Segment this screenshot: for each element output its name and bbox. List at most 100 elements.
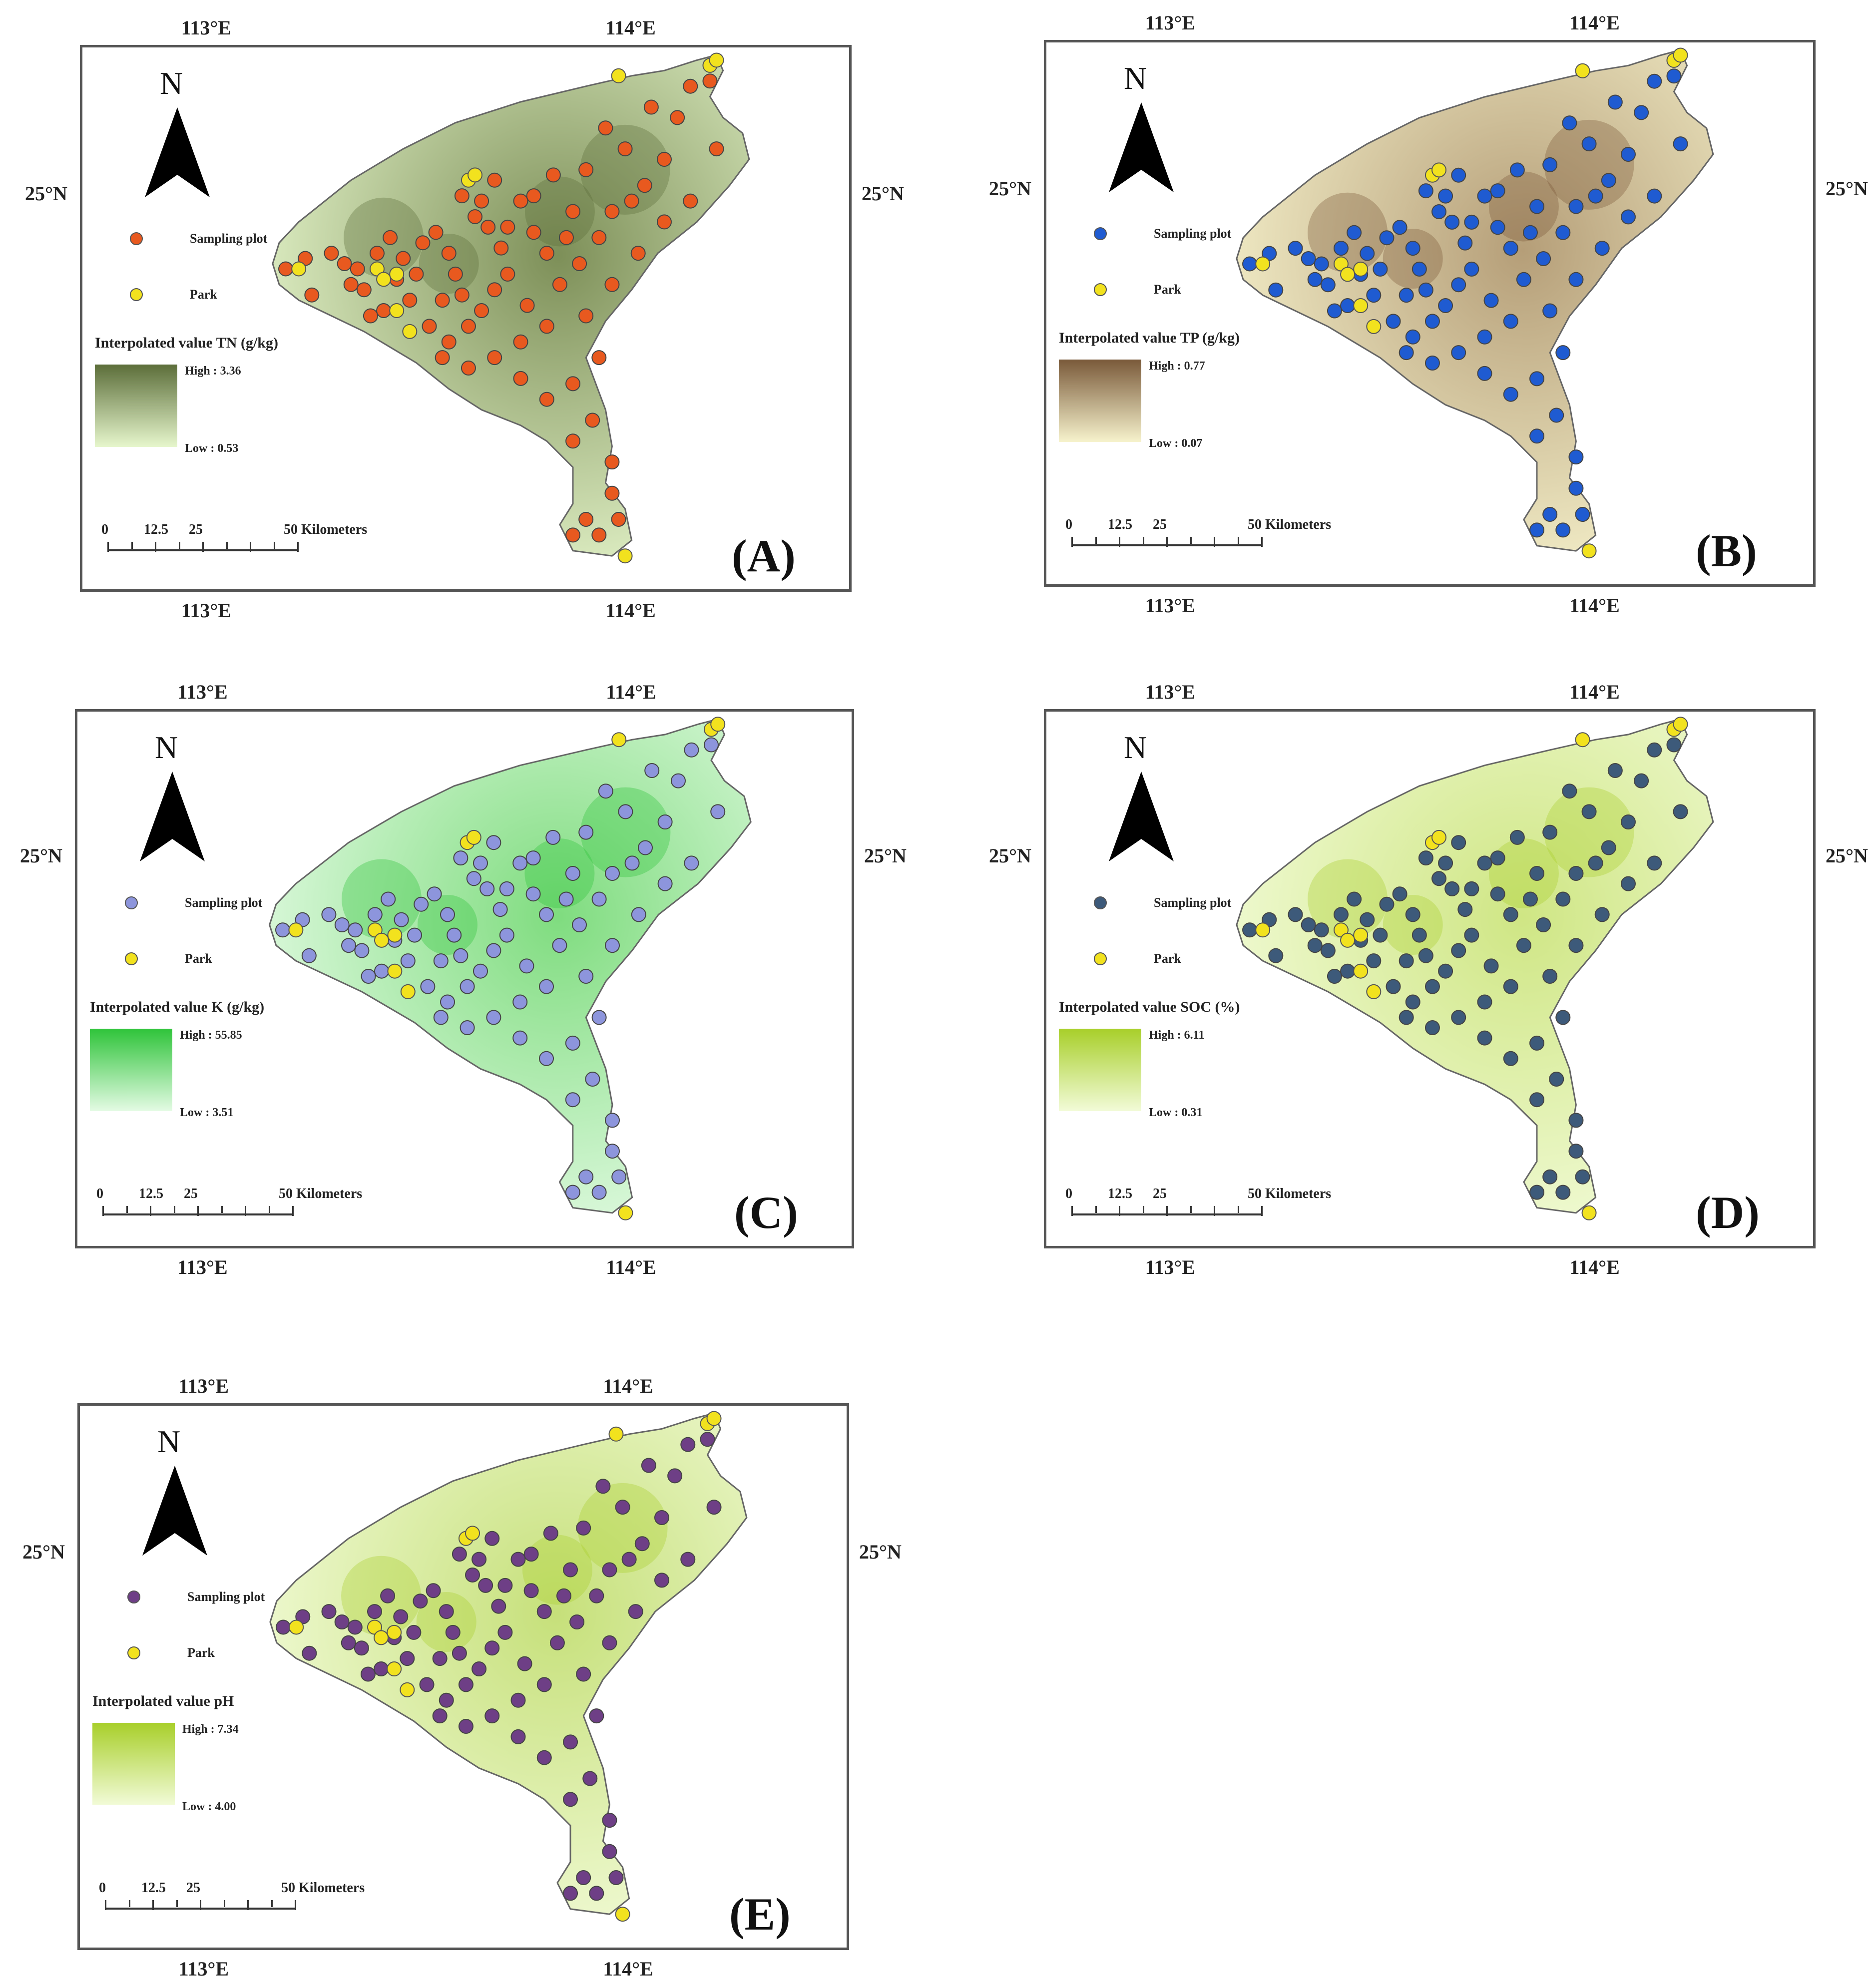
scale-bar-tick	[202, 542, 204, 552]
sampling-plot-point	[700, 1432, 715, 1447]
sampling-plot-point	[301, 948, 317, 963]
sampling-plot-point	[452, 1547, 467, 1562]
interpolation-legend-title: Interpolated value TN (g/kg)	[95, 335, 278, 351]
sampling-plot-point	[525, 886, 541, 902]
scale-bar-tick-label: 12.5	[141, 1880, 166, 1896]
sampling-plot-point	[1405, 241, 1420, 256]
sampling-plot-point	[637, 178, 652, 193]
scale-bar-tick	[223, 1900, 225, 1907]
study-region	[1236, 49, 1714, 552]
scale-bar-tick-label: 25	[184, 1186, 198, 1201]
park-point	[389, 303, 405, 319]
sampling-plot-point	[1242, 256, 1258, 272]
sampling-plot-point	[1536, 917, 1551, 932]
park-point	[387, 963, 403, 979]
sampling-plot-point	[458, 1677, 473, 1692]
sampling-plot-point	[565, 376, 581, 392]
sampling-plot-point	[644, 763, 660, 778]
scale-bar-tick-label: 25	[186, 1880, 200, 1896]
sampling-plot-point	[1424, 356, 1440, 371]
sampling-plot-point	[563, 1562, 578, 1578]
sampling-plot-point	[1620, 814, 1636, 829]
sampling-plot-point	[1490, 220, 1505, 235]
sampling-plot-point	[1522, 225, 1538, 240]
longitude-label-top: 114°E	[1569, 681, 1620, 703]
sampling-plot-point	[525, 850, 541, 866]
sampling-plot-point	[591, 350, 607, 366]
park-point	[1581, 1205, 1597, 1220]
scale-bar-tick-label: 50 Kilometers	[281, 1880, 365, 1896]
sampling-plot-point	[589, 1588, 604, 1603]
legend-sampling-label: Sampling plot	[1154, 226, 1232, 241]
sampling-plot-point	[1666, 737, 1682, 753]
longitude-label-bottom: 113°E	[177, 1256, 228, 1278]
sampling-plot-point	[343, 277, 359, 292]
north-label: N	[160, 65, 183, 101]
sampling-plot-point	[565, 433, 581, 449]
sampling-plot-point	[1549, 407, 1564, 423]
sampling-plot-point	[432, 1708, 448, 1724]
sampling-plot-point	[1411, 927, 1427, 943]
sampling-plot-point	[565, 866, 580, 881]
sampling-plot-point	[1424, 314, 1440, 329]
longitude-label-top: 113°E	[1145, 11, 1196, 34]
park-point	[466, 829, 481, 845]
legend-park-marker	[130, 288, 143, 301]
sampling-plot-point	[276, 1619, 291, 1635]
sampling-plot-point	[598, 784, 613, 799]
sampling-plot-point	[471, 1552, 487, 1567]
sampling-plot-point	[654, 1510, 669, 1525]
sampling-plot-point	[1529, 371, 1545, 387]
sampling-plot-point	[602, 1844, 617, 1859]
sampling-plot-point	[1516, 272, 1531, 287]
sampling-plot-point	[1594, 907, 1610, 922]
sampling-plot-point	[1307, 272, 1323, 287]
legend-sampling-label: Sampling plot	[190, 231, 268, 246]
sampling-plot-point	[1477, 188, 1492, 204]
sampling-plot-point	[1451, 277, 1466, 293]
sampling-plot-point	[510, 1552, 526, 1567]
longitude-label-bottom: 113°E	[181, 599, 232, 622]
longitude-label-bottom: 114°E	[1569, 594, 1620, 617]
sampling-plot-point	[376, 303, 392, 319]
sampling-plot-point	[400, 1651, 415, 1666]
scale-bar-tick	[1190, 537, 1192, 544]
scale-bar-tick-label: 25	[1153, 1186, 1167, 1201]
north-arrow-icon	[1109, 772, 1174, 861]
longitude-label-bottom: 114°E	[603, 1958, 653, 1980]
sampling-plot-point	[452, 1645, 467, 1661]
sampling-plot-point	[582, 1771, 598, 1786]
interpolation-patch	[1383, 229, 1443, 289]
scale-bar-tick	[1119, 537, 1120, 547]
latitude-label-right: 25°N	[859, 1540, 902, 1563]
sampling-plot-point	[539, 979, 554, 994]
sampling-plot-point	[638, 840, 653, 855]
legend-sampling-marker	[1094, 227, 1107, 240]
study-region	[272, 54, 750, 557]
scale-bar-tick	[1142, 1206, 1144, 1213]
north-label: N	[1124, 730, 1147, 765]
park-point	[288, 922, 304, 938]
sampling-plot-point	[585, 1072, 600, 1087]
legend-park-label: Park	[190, 287, 217, 302]
sampling-plot-point	[512, 855, 528, 871]
sampling-plot-point	[348, 922, 363, 938]
scale-bar-tick	[1119, 1206, 1120, 1216]
sampling-plot-point	[334, 917, 350, 932]
sampling-plot-point	[1314, 256, 1329, 272]
sampling-plot-point	[512, 1030, 528, 1046]
sampling-plot-point	[1373, 261, 1388, 277]
park-point	[618, 1205, 633, 1220]
park-point	[608, 1426, 624, 1442]
sampling-plot-point	[363, 308, 378, 324]
sampling-plot-point	[569, 1614, 585, 1629]
sampling-plot-point	[396, 251, 411, 266]
sampling-plot-point	[1542, 507, 1558, 522]
sampling-plot-point	[1529, 428, 1545, 444]
legend-park-marker	[1094, 952, 1107, 965]
scale-bar-tick	[268, 1206, 270, 1213]
sampling-plot-point	[432, 1651, 448, 1666]
sampling-plot-point	[545, 167, 561, 183]
sampling-plot-point	[628, 1604, 643, 1619]
latitude-label-left: 25°N	[989, 177, 1031, 200]
